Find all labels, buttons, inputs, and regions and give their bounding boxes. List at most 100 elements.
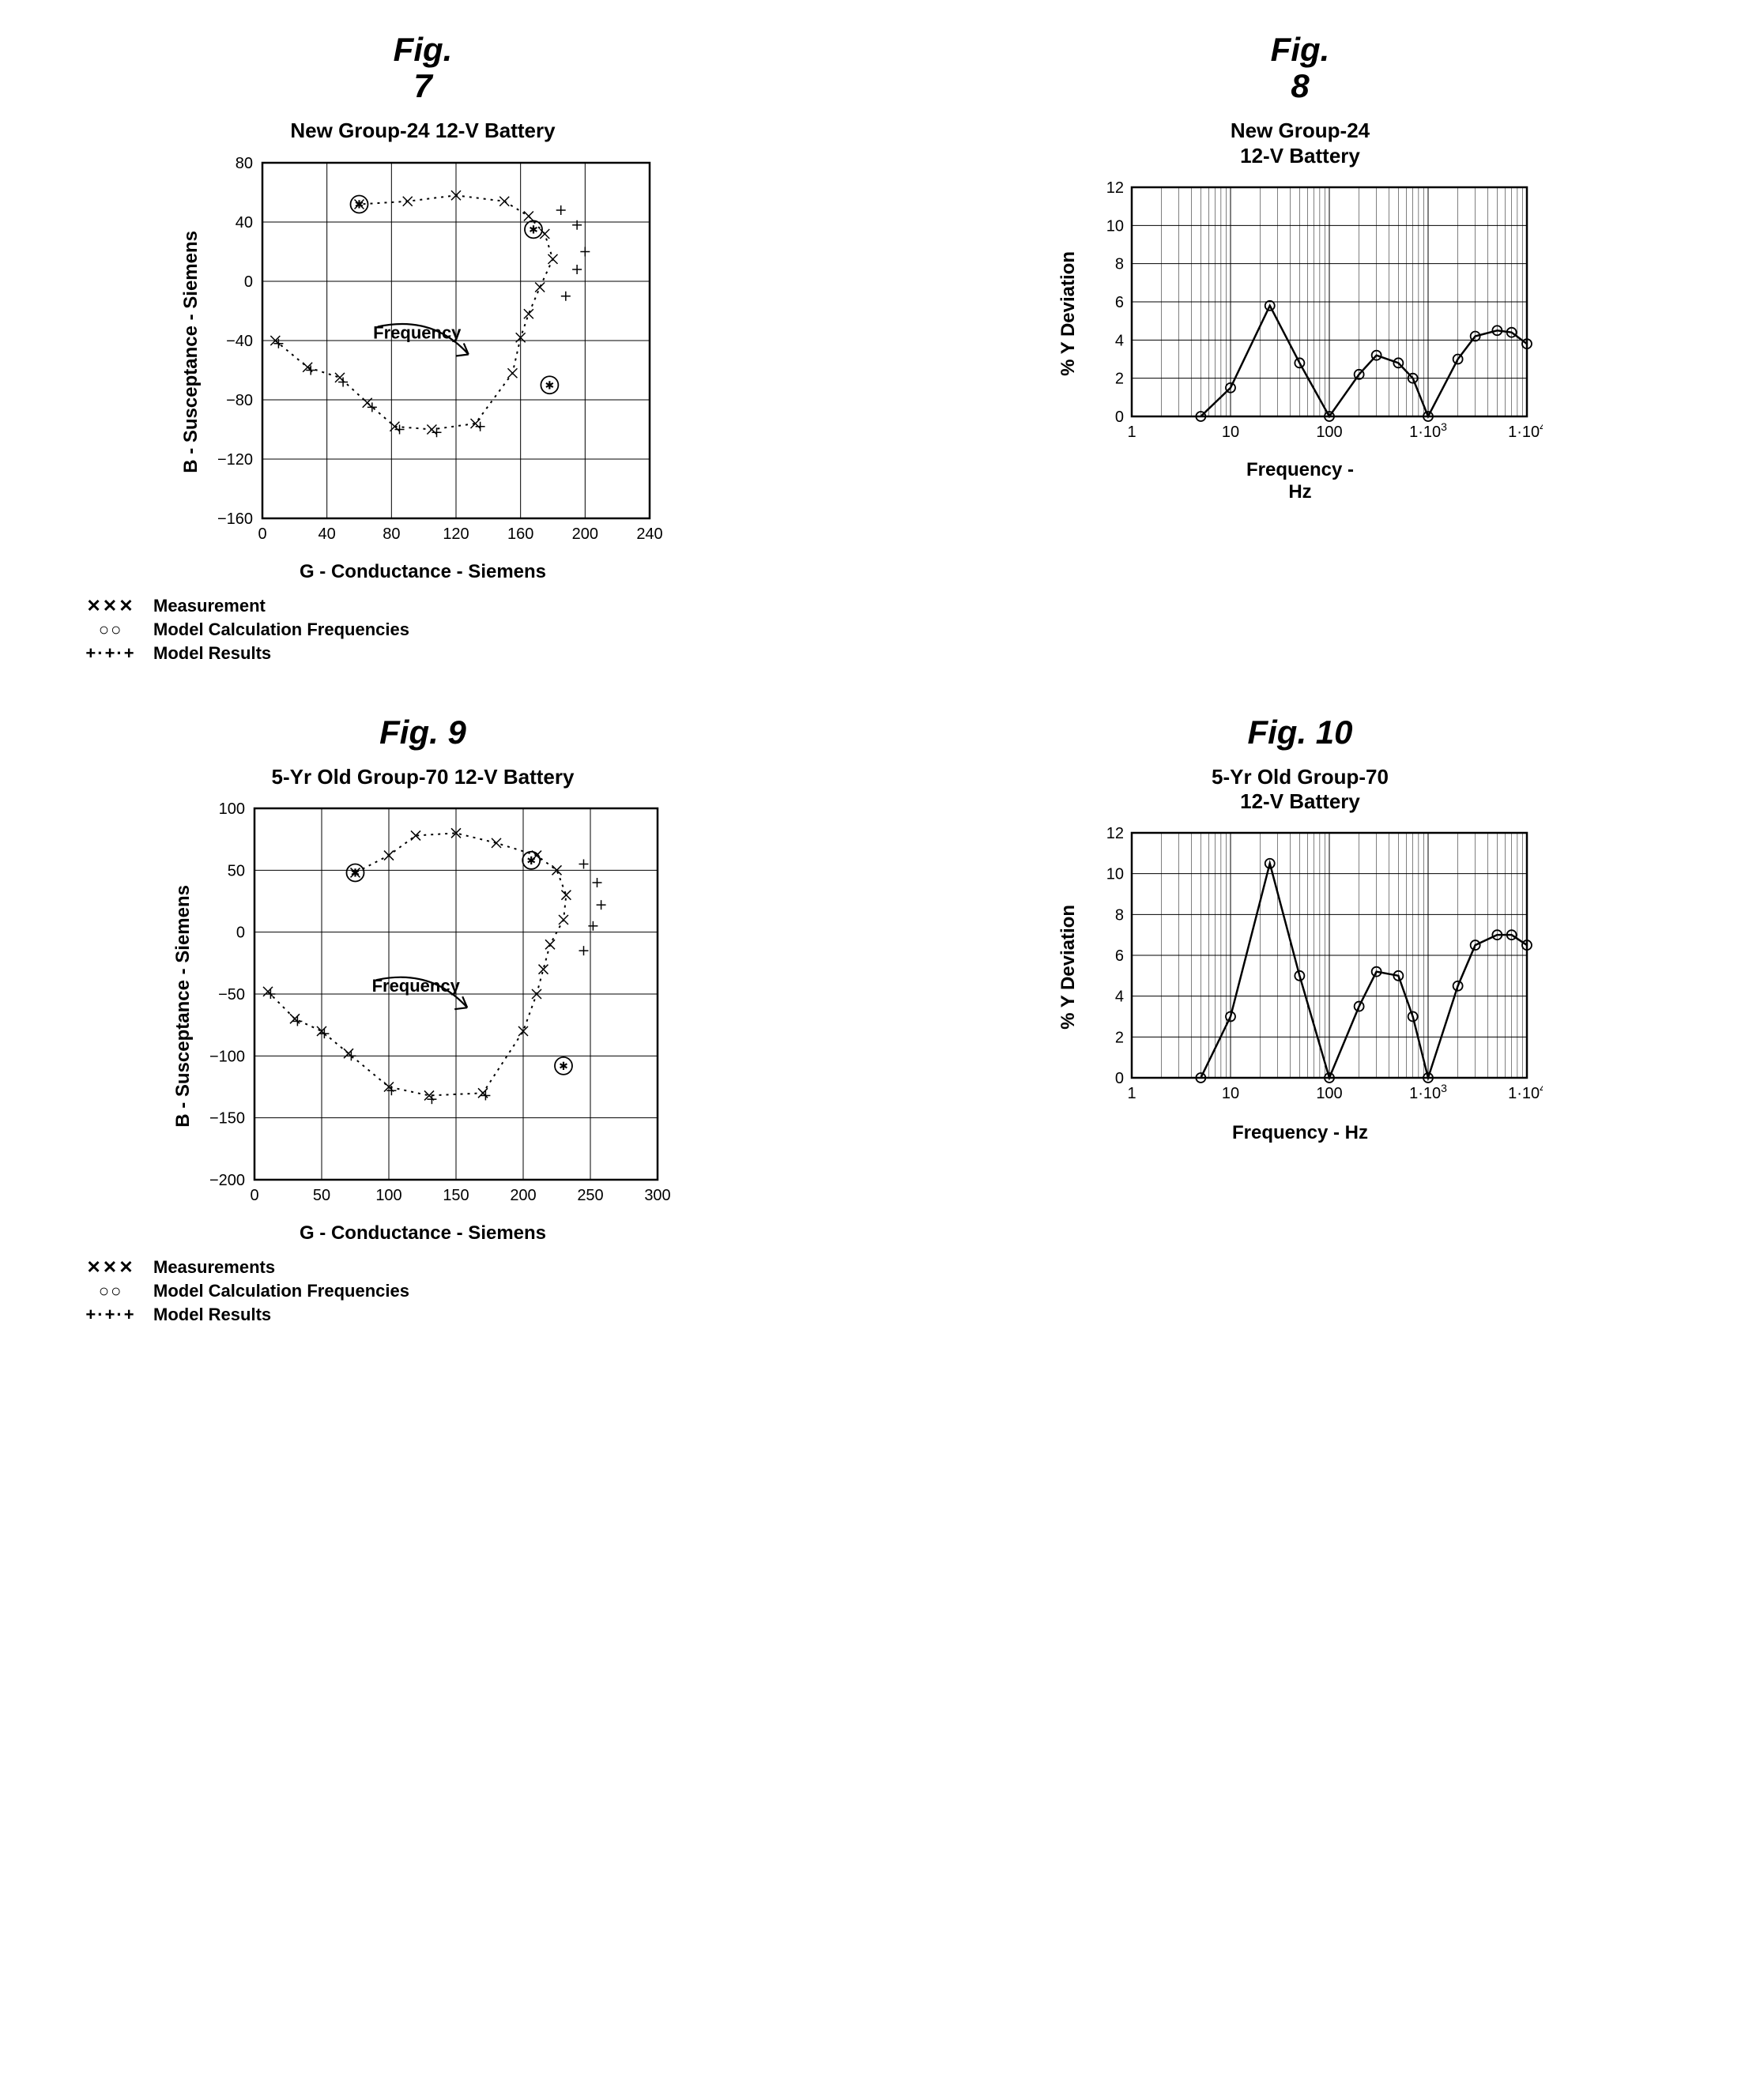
- svg-text:100: 100: [375, 1187, 401, 1204]
- svg-text:8: 8: [1115, 906, 1124, 924]
- svg-text:4: 4: [1115, 332, 1124, 349]
- fig9-legend-calc: Model Calculation Frequencies: [153, 1281, 409, 1301]
- fig8-ylabel: % Y Deviation: [1057, 251, 1080, 376]
- figure-8: Fig. 8 New Group-24 12-V Battery % Y Dev…: [909, 32, 1691, 667]
- svg-text:1: 1: [1127, 1085, 1136, 1102]
- svg-text:0: 0: [1115, 409, 1124, 426]
- fig9-xlabel: G - Conductance - Siemens: [300, 1222, 546, 1245]
- svg-text:0: 0: [236, 924, 245, 942]
- legend-x-icon: ✕✕✕: [79, 1257, 142, 1278]
- fig7-chart: 04080120160200240−160−120−80−4004080✱✱✱F…: [207, 147, 665, 558]
- fig8-title2: 12-V Battery: [1240, 144, 1360, 168]
- fig9-title: 5-Yr Old Group-70 12-V Battery: [272, 765, 575, 789]
- svg-text:0: 0: [244, 273, 253, 291]
- fig10-title1: 5-Yr Old Group-70: [1212, 765, 1389, 789]
- svg-text:✱: ✱: [559, 1060, 568, 1072]
- svg-text:−200: −200: [209, 1172, 245, 1189]
- svg-text:Frequency: Frequency: [373, 322, 462, 342]
- fig7-legend-model: Model Results: [153, 643, 271, 664]
- svg-text:200: 200: [572, 525, 598, 543]
- svg-text:240: 240: [636, 525, 662, 543]
- svg-text:Frequency: Frequency: [372, 976, 461, 996]
- fig10-title2: 12-V Battery: [1240, 789, 1360, 813]
- svg-text:1·104: 1·104: [1508, 1082, 1543, 1102]
- svg-text:✱: ✱: [529, 223, 538, 235]
- fig10-label: Fig. 10: [1247, 714, 1352, 751]
- figure-10: Fig. 10 5-Yr Old Group-70 12-V Battery %…: [909, 714, 1691, 1328]
- fig10-title: 5-Yr Old Group-70 12-V Battery: [1212, 765, 1389, 814]
- svg-text:50: 50: [313, 1187, 330, 1204]
- svg-text:✱: ✱: [355, 198, 364, 210]
- svg-text:2: 2: [1115, 1029, 1124, 1046]
- svg-text:250: 250: [577, 1187, 603, 1204]
- svg-text:✱: ✱: [526, 854, 536, 867]
- svg-text:10: 10: [1222, 1085, 1239, 1102]
- fig7-label-line1: Fig.: [394, 31, 453, 68]
- svg-text:−50: −50: [218, 986, 245, 1004]
- svg-text:✱: ✱: [545, 378, 555, 391]
- svg-text:−80: −80: [226, 392, 253, 409]
- svg-text:40: 40: [318, 525, 336, 543]
- svg-text:150: 150: [443, 1187, 469, 1204]
- fig9-legend-model: Model Results: [153, 1305, 271, 1325]
- fig8-label: Fig. 8: [1271, 32, 1330, 104]
- svg-text:12: 12: [1106, 825, 1124, 842]
- svg-text:40: 40: [236, 214, 253, 232]
- fig10-xlabel: Frequency - Hz: [1232, 1122, 1368, 1144]
- fig9-legend: ✕✕✕ Measurements ○○ Model Calculation Freq…: [79, 1254, 409, 1328]
- svg-text:50: 50: [228, 862, 245, 879]
- legend-plus-icon: +·+·+: [79, 1305, 142, 1325]
- fig8-chart: 1101001·1031·104024681012: [1084, 171, 1543, 456]
- svg-text:1: 1: [1127, 424, 1136, 441]
- fig7-label: Fig. 7: [394, 32, 453, 104]
- svg-text:−40: −40: [226, 333, 253, 350]
- svg-text:0: 0: [258, 525, 266, 543]
- svg-text:160: 160: [507, 525, 533, 543]
- svg-text:100: 100: [219, 800, 245, 818]
- fig9-chart: 050100150200250300−200−150−100−50050100✱…: [199, 793, 673, 1219]
- svg-text:−100: −100: [209, 1048, 245, 1065]
- svg-text:1·103: 1·103: [1409, 1082, 1447, 1102]
- svg-text:✱: ✱: [351, 866, 360, 879]
- svg-text:10: 10: [1222, 424, 1239, 441]
- svg-text:12: 12: [1106, 179, 1124, 197]
- svg-text:−160: −160: [217, 510, 253, 528]
- fig9-label: Fig. 9: [379, 714, 466, 751]
- svg-text:100: 100: [1316, 424, 1342, 441]
- svg-text:−120: −120: [217, 451, 253, 469]
- svg-text:8: 8: [1115, 255, 1124, 273]
- svg-text:100: 100: [1316, 1085, 1342, 1102]
- fig7-label-line2: 7: [413, 67, 432, 104]
- fig10-ylabel: % Y Deviation: [1057, 905, 1080, 1030]
- svg-text:1·104: 1·104: [1508, 420, 1543, 441]
- fig8-xlabel-text: Frequency -: [1246, 459, 1354, 480]
- svg-text:10: 10: [1106, 866, 1124, 883]
- fig8-label-line2: 8: [1291, 67, 1309, 104]
- fig8-title: New Group-24 12-V Battery: [1231, 119, 1370, 168]
- svg-text:6: 6: [1115, 294, 1124, 311]
- svg-text:−150: −150: [209, 1110, 245, 1128]
- fig9-legend-meas: Measurements: [153, 1257, 275, 1278]
- svg-text:10: 10: [1106, 217, 1124, 235]
- legend-o-icon: ○○: [79, 1281, 142, 1301]
- svg-text:80: 80: [383, 525, 400, 543]
- fig10-chart: 1101001·1031·104024681012: [1084, 817, 1543, 1117]
- fig7-title: New Group-24 12-V Battery: [290, 119, 555, 143]
- svg-text:6: 6: [1115, 947, 1124, 965]
- fig8-title1: New Group-24: [1231, 119, 1370, 142]
- figure-7: Fig. 7 New Group-24 12-V Battery B - Sus…: [32, 32, 814, 667]
- svg-text:0: 0: [250, 1187, 258, 1204]
- fig8-xlabel: Frequency - Hz: [1246, 459, 1354, 503]
- legend-o-icon: ○○: [79, 619, 142, 640]
- svg-text:4: 4: [1115, 989, 1124, 1006]
- fig7-legend: ✕✕✕ Measurement ○○ Model Calculation Frequ…: [79, 593, 409, 667]
- fig7-ylabel: B - Susceptance - Siemens: [180, 231, 202, 473]
- legend-plus-icon: +·+·+: [79, 643, 142, 664]
- fig7-legend-meas: Measurement: [153, 596, 266, 616]
- legend-x-icon: ✕✕✕: [79, 596, 142, 616]
- fig9-ylabel: B - Susceptance - Siemens: [172, 885, 194, 1128]
- svg-text:1·103: 1·103: [1409, 420, 1447, 441]
- fig7-legend-calc: Model Calculation Frequencies: [153, 619, 409, 640]
- svg-text:200: 200: [510, 1187, 536, 1204]
- figure-9: Fig. 9 5-Yr Old Group-70 12-V Battery B …: [32, 714, 814, 1328]
